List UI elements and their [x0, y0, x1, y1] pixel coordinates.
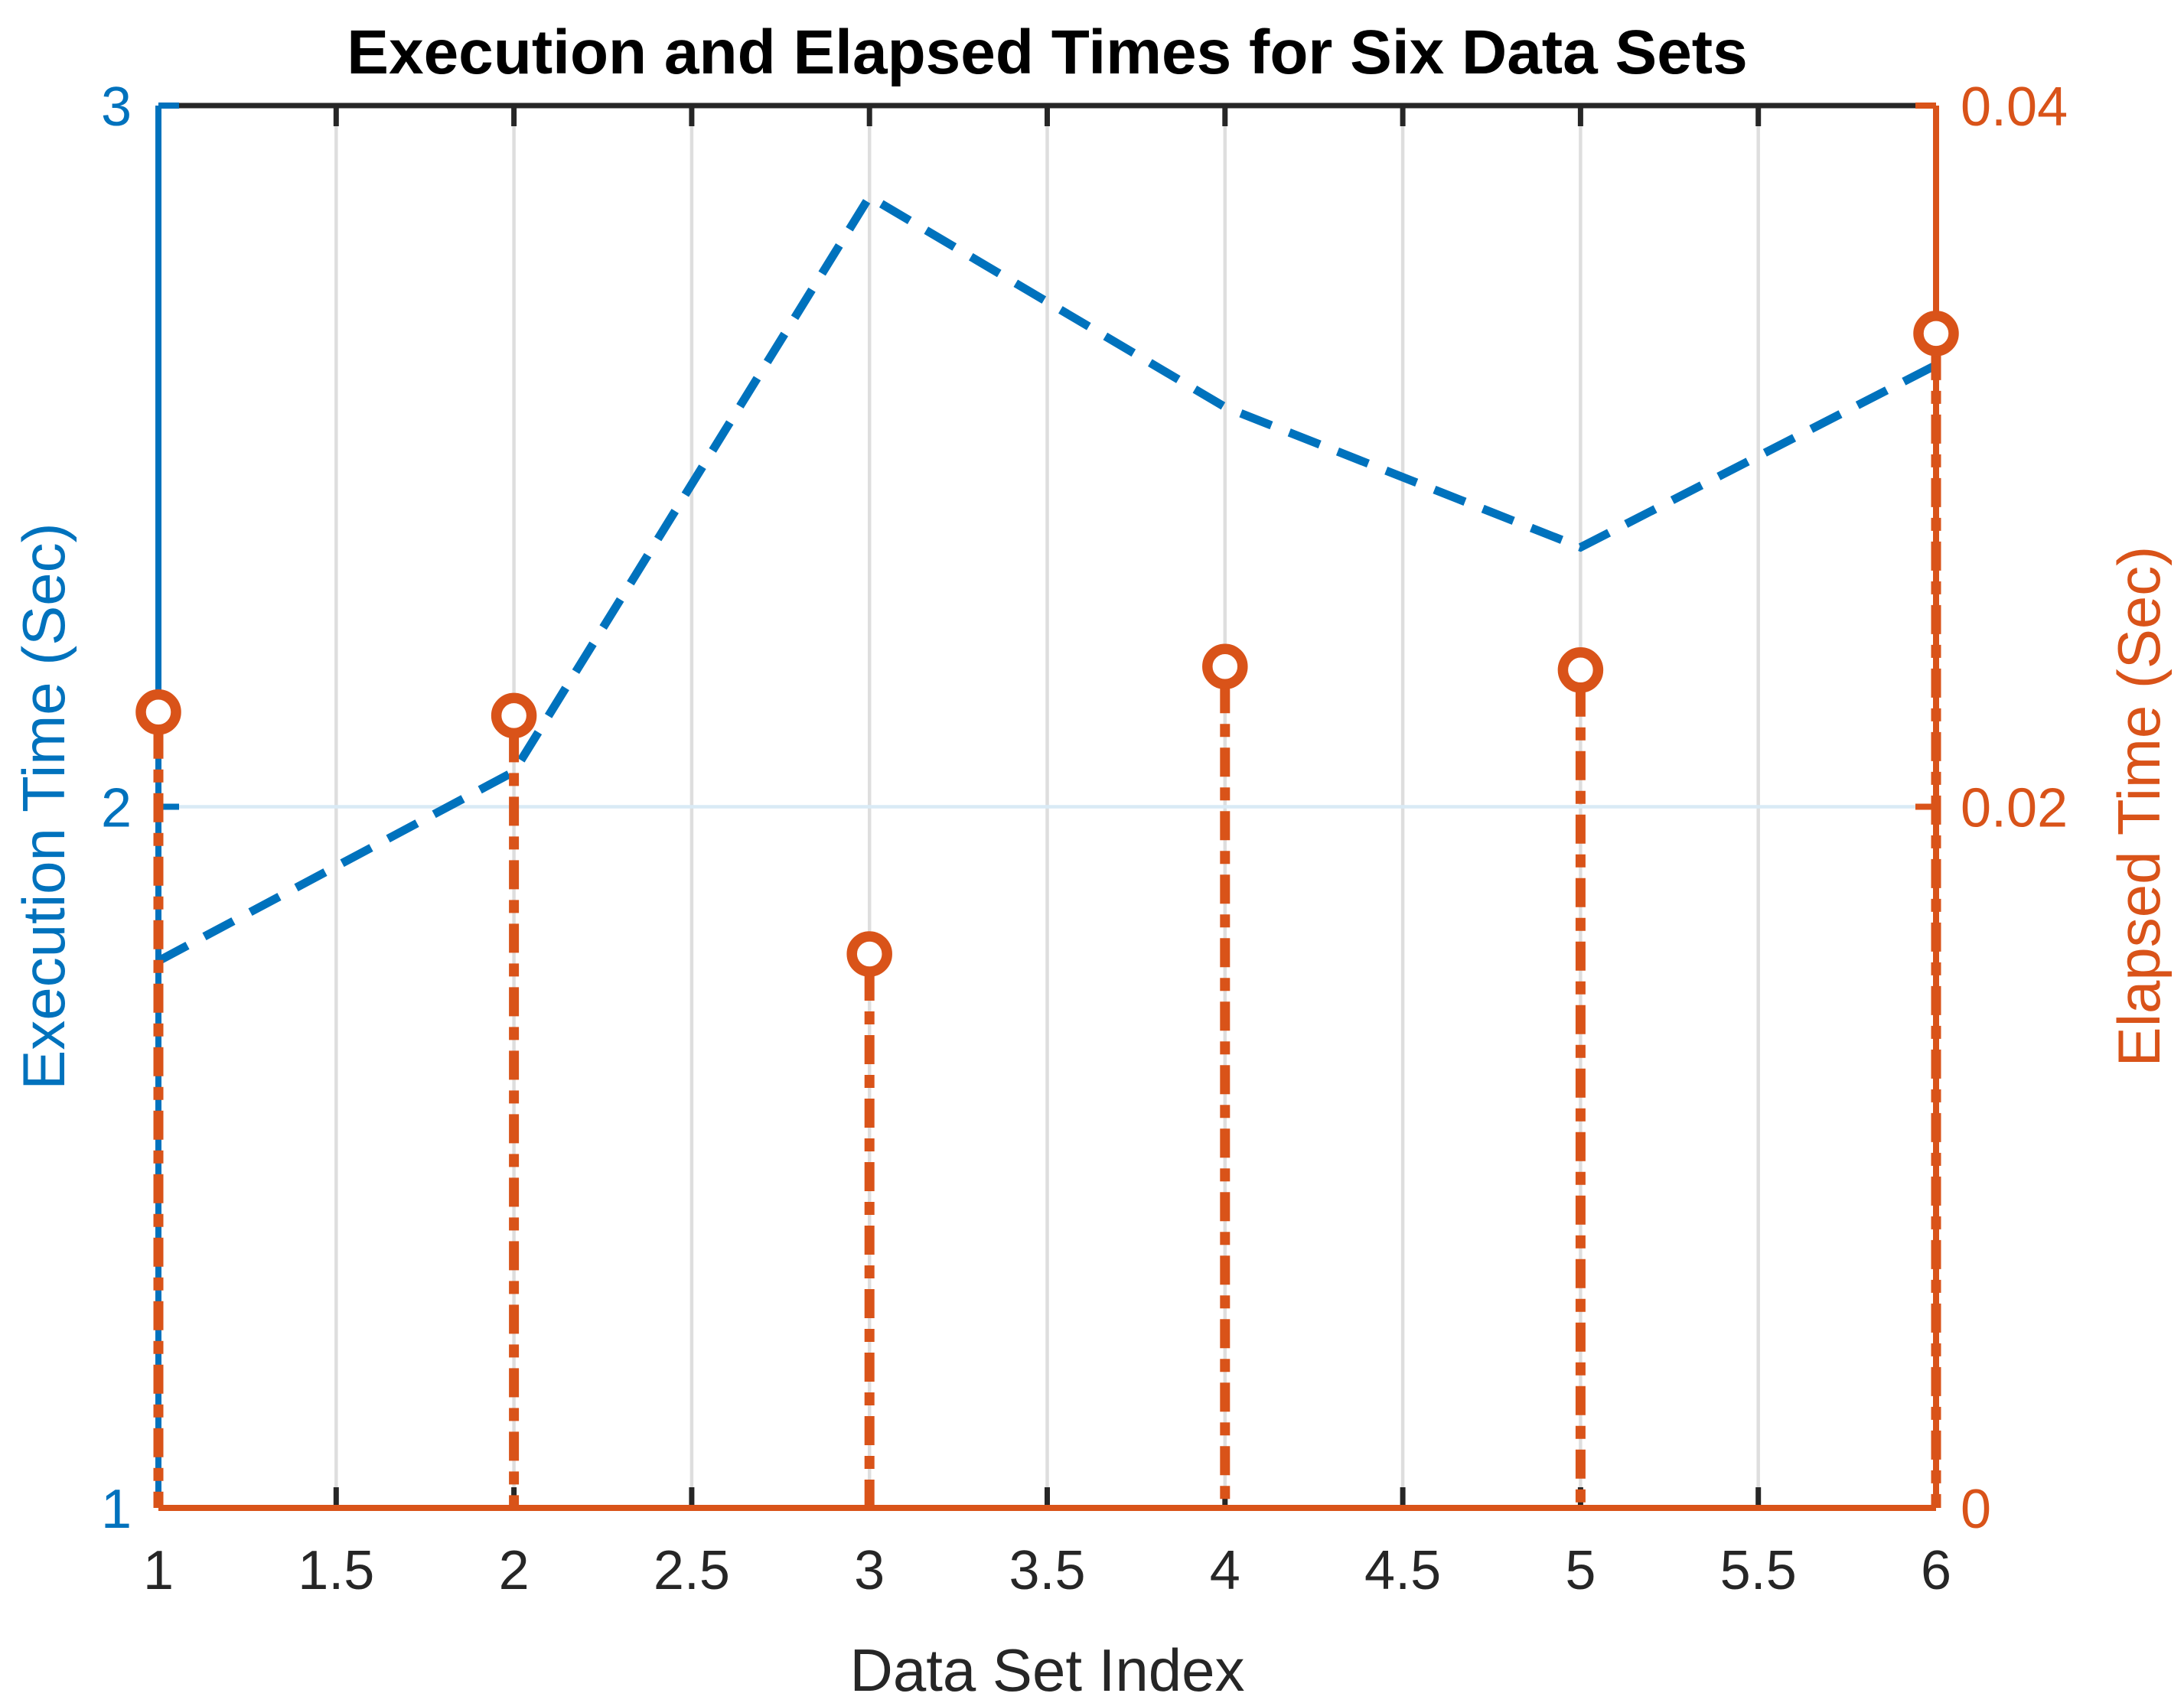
x-tick-label: 4: [1210, 1540, 1240, 1601]
y-tick-label-right: 0.04: [1961, 77, 2068, 138]
x-tick-label: 2.5: [654, 1540, 730, 1601]
left-y-axis-label: Execution Time (Sec): [10, 523, 77, 1090]
elapsed-time-marker: [1913, 311, 1959, 357]
elapsed-time-marker: [846, 931, 892, 977]
right-y-axis-label: Elapsed Time (Sec): [2105, 545, 2173, 1067]
execution-time-line: [156, 190, 1938, 965]
elapsed-time-marker: [135, 689, 181, 735]
y-tick-label-right: 0.02: [1961, 778, 2068, 839]
y-tick-label-left: 3: [101, 77, 132, 138]
elapsed-time-marker: [1557, 647, 1604, 693]
y-tick-label-left: 1: [101, 1479, 132, 1540]
x-tick-label: 2: [499, 1540, 530, 1601]
x-tick-label: 6: [1921, 1540, 1951, 1601]
x-tick-label: 3: [854, 1540, 885, 1601]
y-tick-label-right: 0: [1961, 1479, 1991, 1540]
x-tick-label: 3.5: [1009, 1540, 1085, 1601]
x-tick-label: 4.5: [1364, 1540, 1441, 1601]
x-axis-label: Data Set Index: [849, 1636, 1245, 1703]
x-tick-label: 5: [1565, 1540, 1596, 1601]
elapsed-time-marker: [1202, 643, 1248, 689]
chart-title: Execution and Elapsed Times for Six Data…: [347, 18, 1748, 87]
x-tick-label: 1.5: [298, 1540, 374, 1601]
x-tick-label: 5.5: [1720, 1540, 1797, 1601]
x-tick-label: 1: [143, 1540, 174, 1601]
y-tick-label-left: 2: [101, 778, 132, 839]
elapsed-time-marker: [491, 692, 537, 739]
